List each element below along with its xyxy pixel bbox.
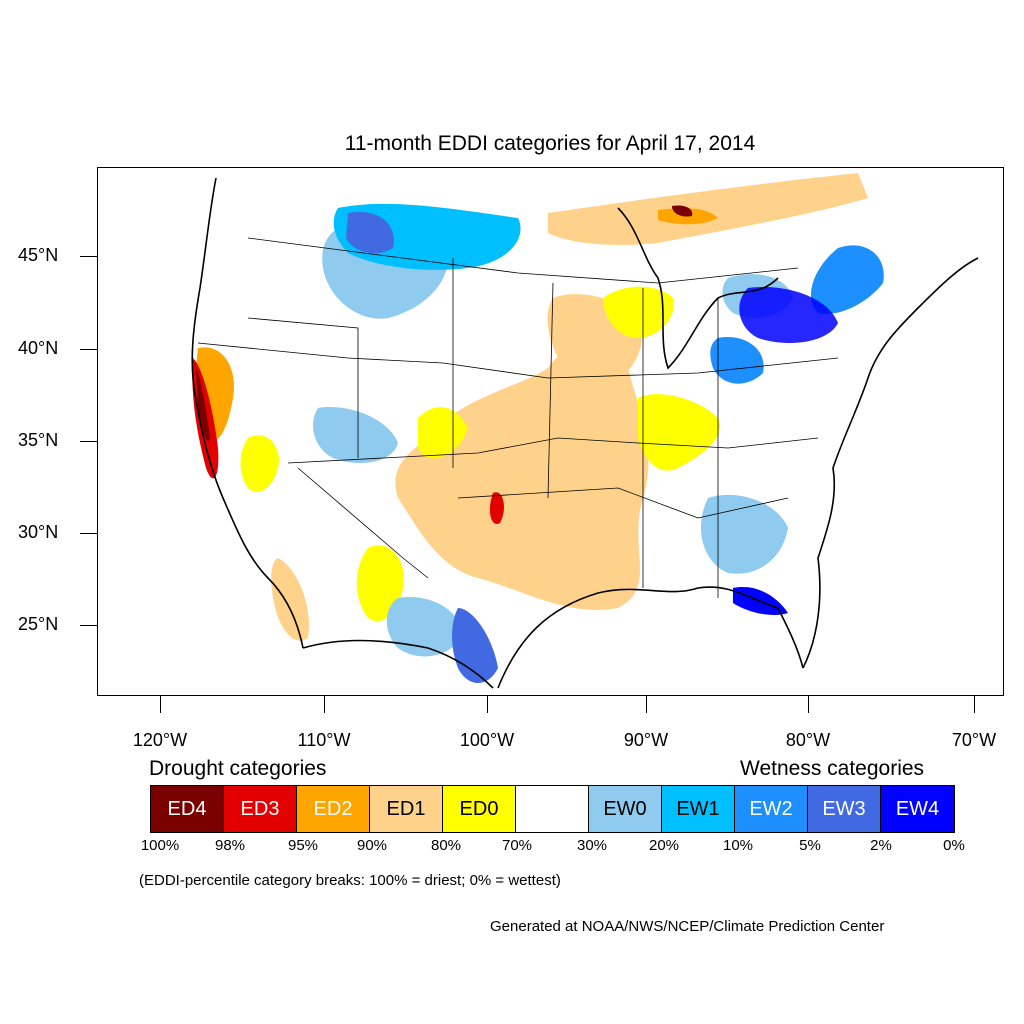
lon-tick	[808, 696, 809, 713]
legend-box-ew4: EW4	[881, 786, 954, 832]
legend-box-ed3: ED3	[224, 786, 297, 832]
pct-label: 0%	[943, 837, 965, 854]
coastline	[191, 177, 979, 689]
category-legend: ED4 ED3 ED2 ED1 ED0 EW0 EW1 EW2 EW3 EW4	[150, 785, 955, 833]
legend-box-ew1: EW1	[662, 786, 735, 832]
pct-label: 2%	[870, 837, 892, 854]
legend-box-ed2: ED2	[297, 786, 370, 832]
lon-label-110w: 110°W	[297, 730, 351, 750]
lon-label-90w: 90°W	[623, 730, 669, 750]
state-boundaries	[197, 237, 839, 598]
pct-label: 100%	[140, 837, 180, 854]
pct-label: 70%	[501, 837, 533, 854]
lon-tick	[974, 696, 975, 713]
credit-text: Generated at NOAA/NWS/NCEP/Climate Predi…	[490, 918, 885, 935]
category-regions	[192, 173, 884, 683]
lat-tick	[80, 625, 97, 626]
lon-label-80w: 80°W	[785, 730, 831, 750]
legend-box-normal	[516, 786, 589, 832]
legend-box-ew2: EW2	[735, 786, 808, 832]
lon-tick	[160, 696, 161, 713]
category-note: (EDDI-percentile category breaks: 100% =…	[139, 872, 561, 889]
pct-label: 80%	[430, 837, 462, 854]
lat-label-35: 35°N	[18, 430, 59, 450]
lat-label-45: 45°N	[18, 245, 59, 265]
lat-tick	[80, 256, 97, 257]
lon-label-120w: 120°W	[132, 730, 188, 750]
eddi-map	[191, 173, 979, 689]
pct-label: 10%	[722, 837, 754, 854]
lon-tick	[324, 696, 325, 713]
lon-tick	[646, 696, 647, 713]
lon-tick	[487, 696, 488, 713]
lat-label-40: 40°N	[18, 338, 59, 358]
pct-label: 98%	[214, 837, 246, 854]
legend-box-ed1: ED1	[370, 786, 443, 832]
pct-label: 20%	[648, 837, 680, 854]
legend-box-ew3: EW3	[808, 786, 881, 832]
legend-box-ed4: ED4	[151, 786, 224, 832]
pct-label: 95%	[287, 837, 319, 854]
legend-box-ew0: EW0	[589, 786, 662, 832]
drought-heading: Drought categories	[149, 757, 327, 780]
lon-label-100w: 100°W	[459, 730, 515, 750]
legend-box-ed0: ED0	[443, 786, 516, 832]
pct-label: 90%	[356, 837, 388, 854]
lat-tick	[80, 533, 97, 534]
pct-label: 30%	[576, 837, 608, 854]
lat-tick	[80, 441, 97, 442]
lon-label-70w: 70°W	[951, 730, 997, 750]
map-plot	[97, 167, 1004, 696]
map-title: 11-month EDDI categories for April 17, 2…	[344, 132, 756, 155]
wetness-heading: Wetness categories	[740, 757, 925, 780]
lat-label-30: 30°N	[18, 522, 59, 542]
lat-tick	[80, 349, 97, 350]
pct-label: 5%	[799, 837, 821, 854]
lat-label-25: 25°N	[18, 614, 59, 634]
